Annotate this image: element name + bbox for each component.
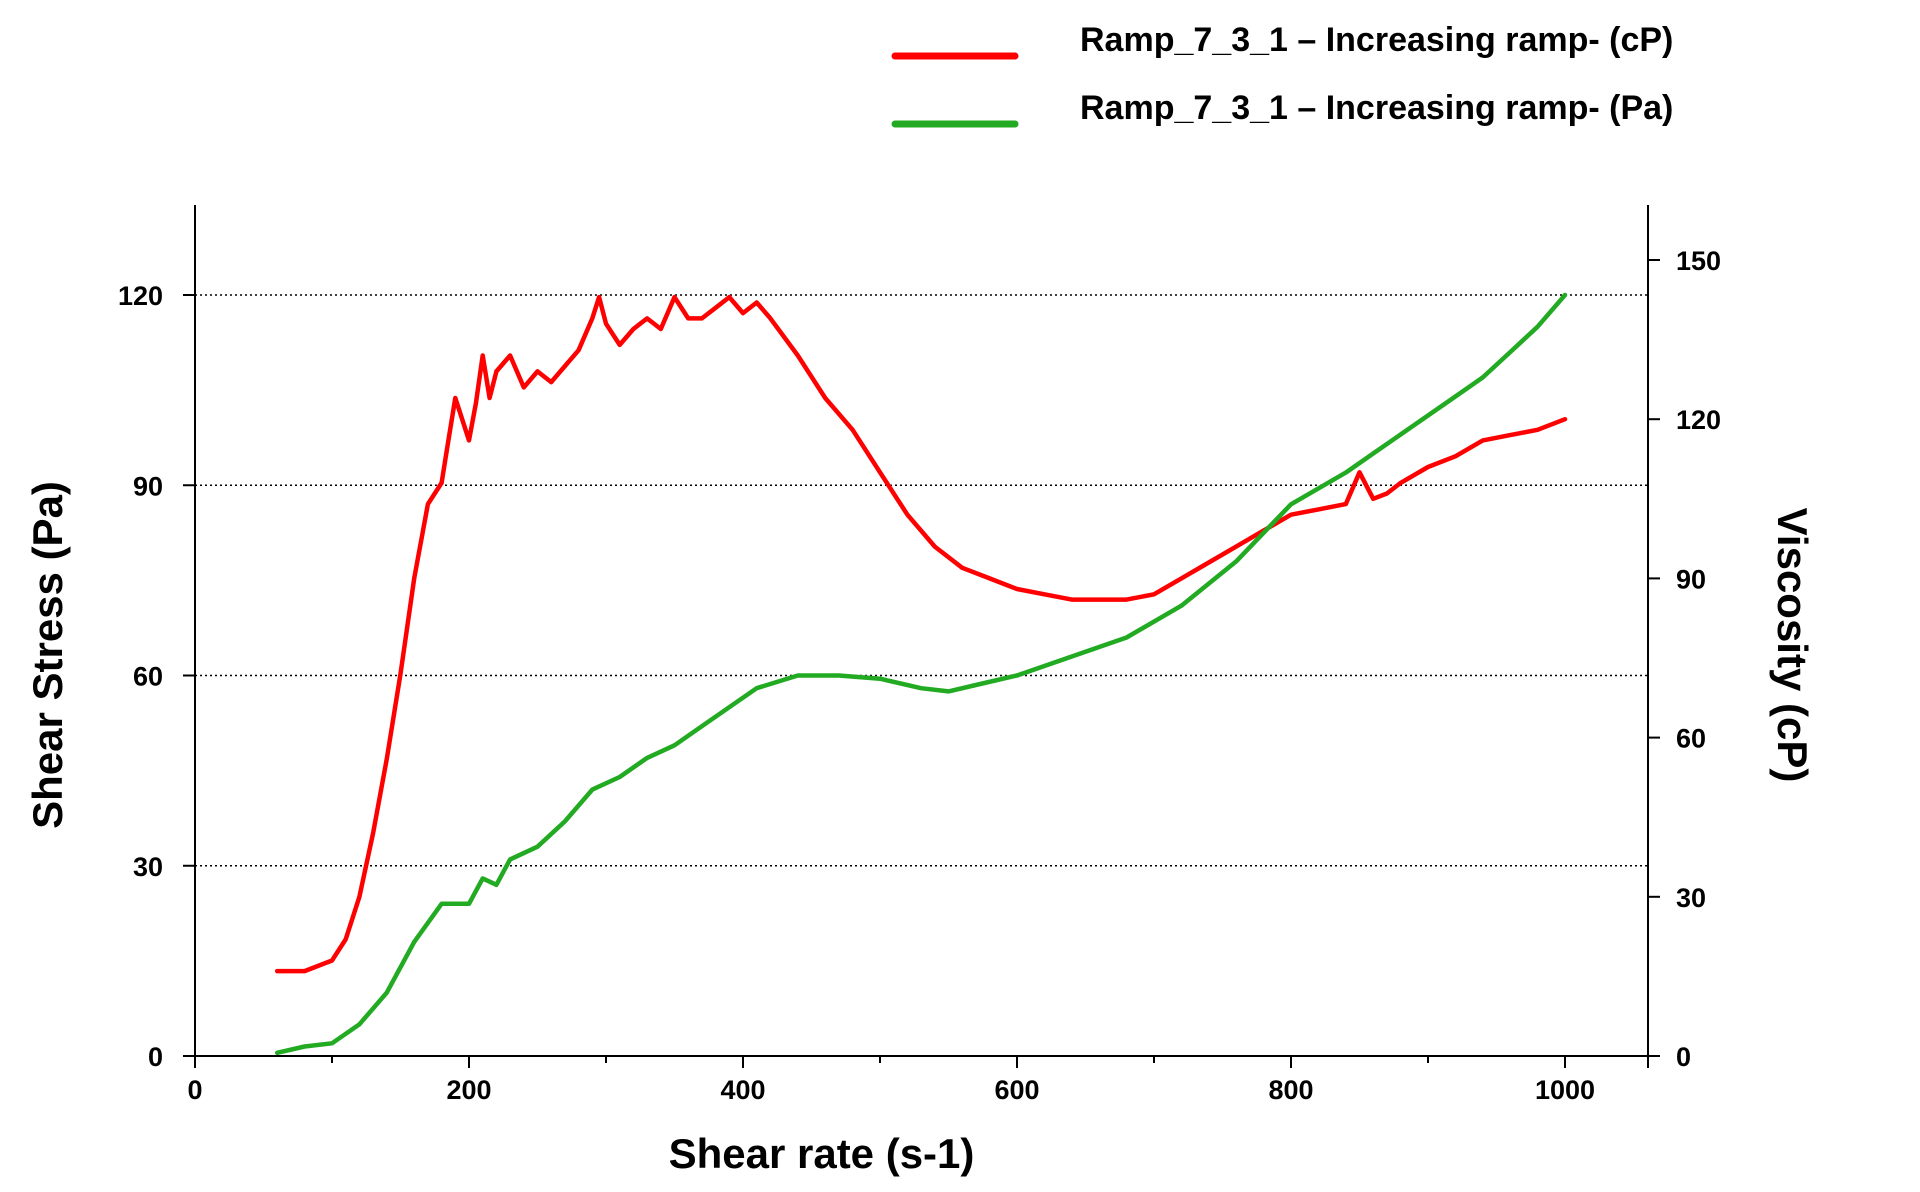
y-tick-label: 60 xyxy=(133,662,163,692)
y-tick-label: 0 xyxy=(148,1042,163,1072)
x-tick-label: 600 xyxy=(994,1075,1039,1105)
x-axis-title: Shear rate (s-1) xyxy=(669,1130,975,1177)
x-tick-label: 800 xyxy=(1268,1075,1313,1105)
x-tick-label: 1000 xyxy=(1535,1075,1595,1105)
series-lines xyxy=(274,292,1568,1056)
legend-label: Ramp_7_3_1 – Increasing ramp- (cP) xyxy=(1080,21,1673,59)
legend: Ramp_7_3_1 – Increasing ramp- (cP) Ramp_7… xyxy=(891,21,1673,128)
axes xyxy=(194,205,1649,1057)
x-tick-label: 0 xyxy=(187,1075,202,1105)
x-tick-label: 200 xyxy=(446,1075,491,1105)
y-tick-label: 30 xyxy=(133,852,163,882)
legend-label: Ramp_7_3_1 – Increasing ramp- (Pa) xyxy=(1080,89,1673,127)
y2-tick-label: 60 xyxy=(1676,724,1706,754)
y-tick-label: 120 xyxy=(118,281,163,311)
x-tick-label: 400 xyxy=(720,1075,765,1105)
y2-tick-label: 150 xyxy=(1676,246,1721,276)
ticks: 0 200 400 600 800 1000 0 30 60 90 120 0 30 60 90 120 150 xyxy=(118,246,1721,1105)
y2-axis-title: Viscosity (cP) xyxy=(1769,508,1816,783)
y2-tick-label: 120 xyxy=(1676,405,1721,435)
gridlines xyxy=(195,294,1648,867)
y-tick-label: 90 xyxy=(133,471,163,501)
y2-tick-label: 30 xyxy=(1676,883,1706,913)
series-line-shear-stress xyxy=(274,292,1568,1056)
y2-tick-label: 0 xyxy=(1676,1042,1691,1072)
series-line-viscosity xyxy=(274,294,1568,974)
y-axis-title: Shear Stress (Pa) xyxy=(24,481,71,829)
y2-tick-label: 90 xyxy=(1676,564,1706,594)
